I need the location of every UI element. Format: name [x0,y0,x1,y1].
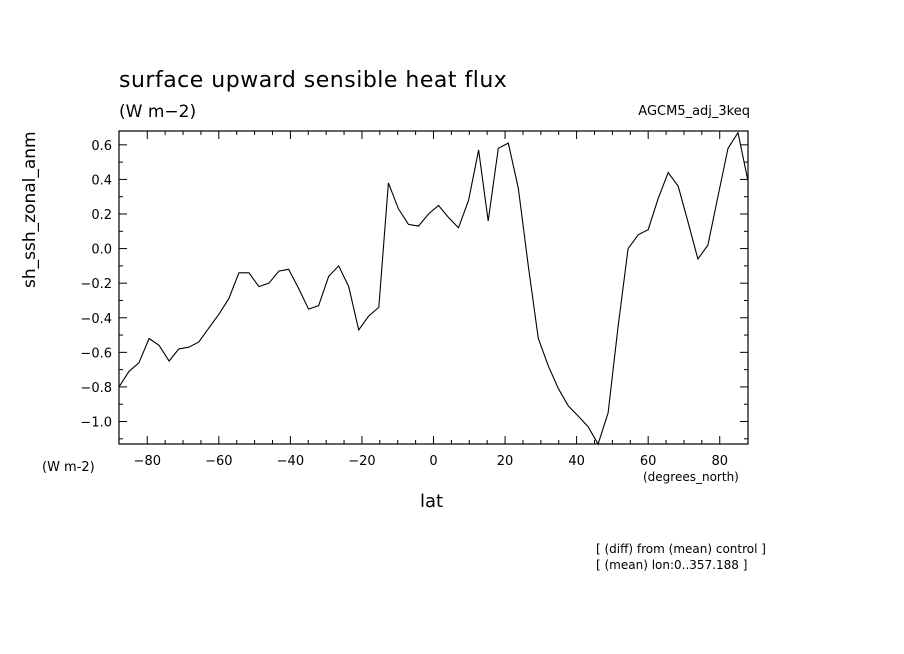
x-tick-label: 80 [711,454,728,469]
y-axis-unit: (W m-2) [42,460,95,475]
chart-title: surface upward sensible heat flux [119,68,508,93]
x-tick-label: −20 [348,454,375,469]
note-mean: [ (mean) lon:0..357.188 ] [596,558,748,572]
x-axis-unit: (degrees_north) [643,470,739,484]
x-axis-label: lat [420,491,444,512]
x-tick-label: 60 [640,454,657,469]
y-tick-label: −0.6 [80,346,112,361]
y-axis-label: sh_ssh_zonal_anm [20,131,40,288]
x-tick-label: −60 [205,454,232,469]
plot-frame [118,130,749,445]
note-diff: [ (diff) from (mean) control ] [596,542,766,556]
x-tick-label: 40 [568,454,585,469]
y-tick-label: −0.2 [80,277,112,292]
x-tick-label: 0 [429,454,437,469]
chart-unit: (W m−2) [119,102,197,122]
y-tick-label: 0.2 [91,208,112,223]
y-tick-label: 0.4 [91,173,112,188]
series-line [118,131,749,446]
y-tick-label: −1.0 [80,416,112,431]
x-tick-label: −80 [134,454,161,469]
y-tick-label: −0.4 [80,312,112,327]
run-name: AGCM5_adj_3keq [638,104,750,119]
x-tick-label: −40 [277,454,304,469]
y-tick-label: 0.6 [91,139,112,154]
y-tick-label: 0.0 [91,243,112,258]
x-tick-label: 20 [497,454,514,469]
y-tick-label: −0.8 [80,381,112,396]
